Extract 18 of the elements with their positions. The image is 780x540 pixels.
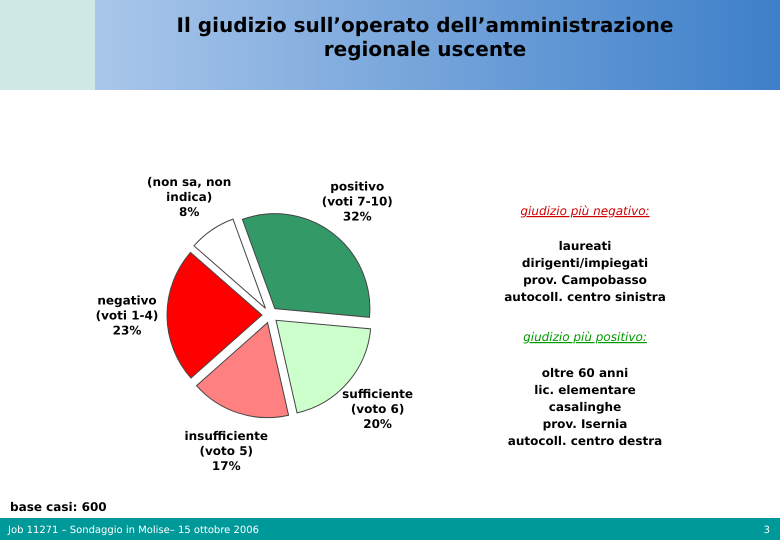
slice-label: negativo (voti 1-4) [96, 294, 158, 322]
data-label: 8% [179, 205, 200, 220]
text: base casi: 600 [10, 500, 107, 514]
text: 3 [764, 525, 770, 536]
slice-label: (non sa, non indica) [147, 175, 232, 204]
data-label: 17% [212, 459, 241, 474]
text: giudizio più positivo: [523, 330, 647, 344]
slice-label: sufficiente (voto 6) [342, 387, 414, 416]
slice-label: insufficiente (voto 5) [184, 429, 268, 458]
data-label: 20% [363, 417, 392, 432]
text: giudizio più negativo: [520, 204, 650, 218]
text: oltre 60 anni lic. elementare casalinghe prov. Isernia autocoll. centro destra [508, 366, 662, 448]
chart-title: Il giudizio sull’operato dell’amministrazione regionale uscente [176, 13, 674, 61]
slice-label: positivo (voti 7-10) [322, 180, 393, 209]
text: laureati dirigenti/impiegati prov. Campobasso autocoll. centro sinistra [504, 239, 666, 304]
data-label: 23% [112, 324, 142, 338]
data-label: 32% [342, 210, 372, 224]
text: Job 11271 – Sondaggio in Molise– 15 ottobre 2006 [7, 525, 259, 536]
